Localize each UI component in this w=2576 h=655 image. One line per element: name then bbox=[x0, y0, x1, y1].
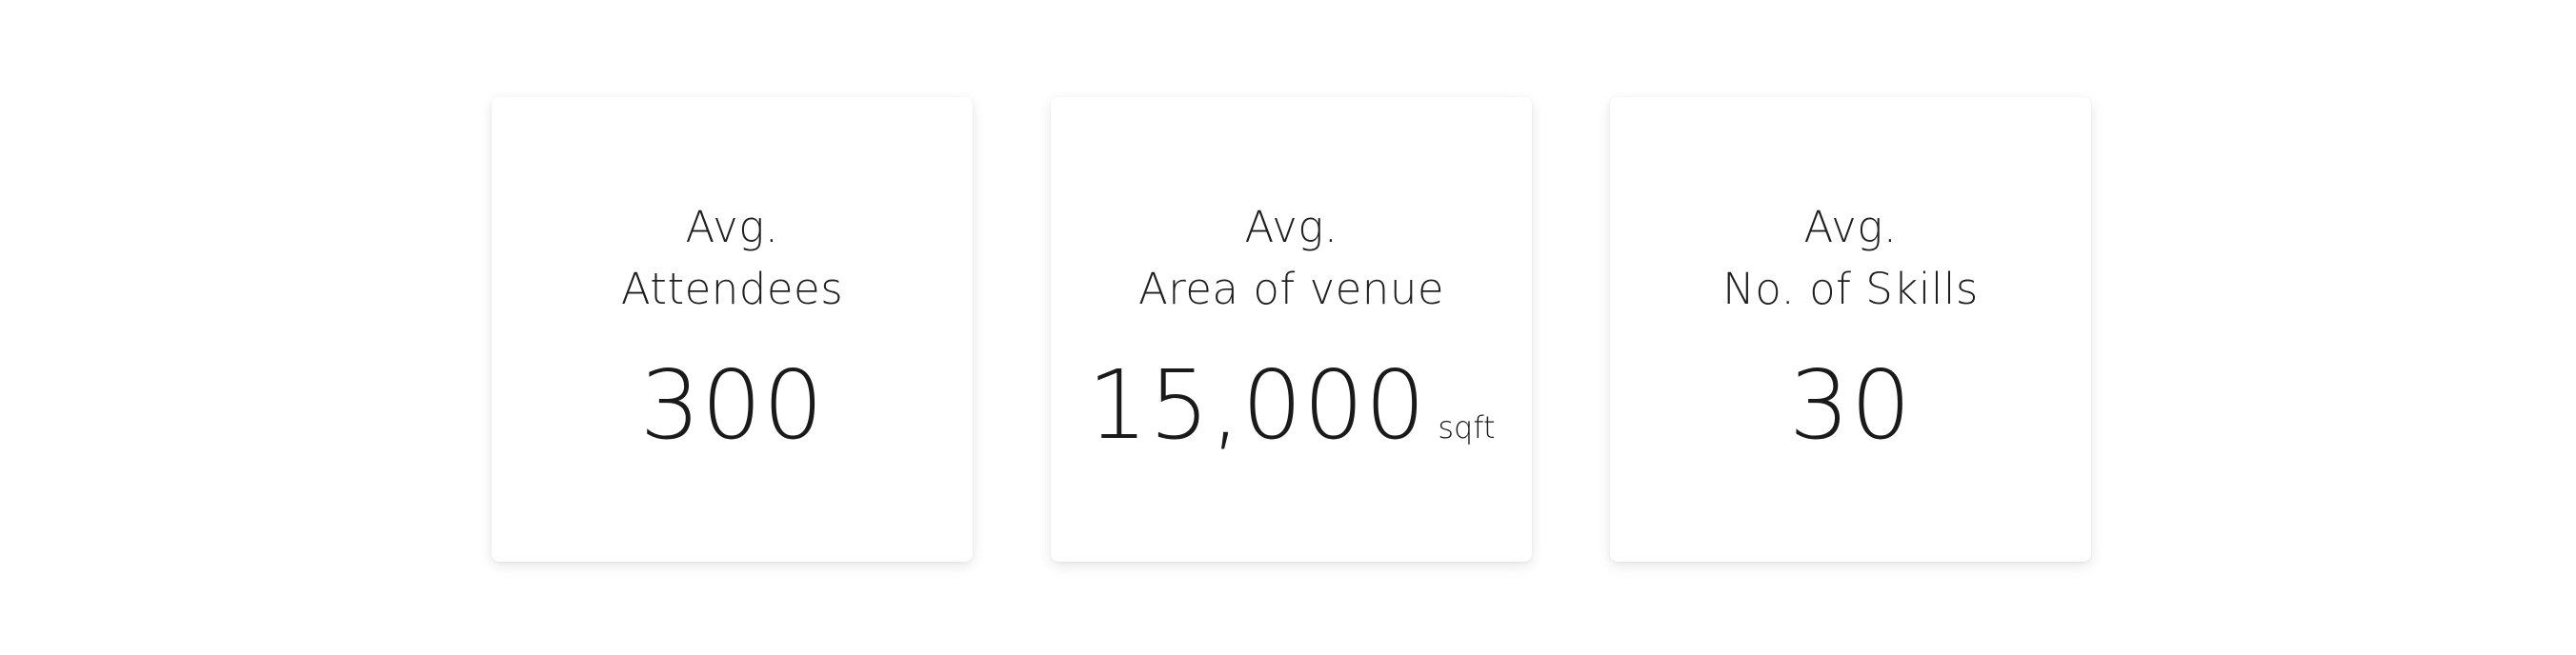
stat-label-line2: Attendees bbox=[620, 264, 844, 314]
stat-value-wrap: 300 bbox=[492, 358, 973, 453]
stat-card-attendees: Avg. Attendees 300 bbox=[492, 97, 973, 562]
stat-label-line1: Avg. bbox=[1244, 202, 1338, 252]
stats-row: Avg. Attendees 300 Avg. Area of venue 15… bbox=[492, 97, 2091, 562]
stat-label-line1: Avg. bbox=[1803, 202, 1898, 252]
stat-value-wrap: 15,000 sqft bbox=[1051, 358, 1532, 453]
stat-label-line2: Area of venue bbox=[1137, 264, 1445, 314]
stat-label-line2: No. of Skills bbox=[1722, 264, 1979, 314]
stat-card-venue-area: Avg. Area of venue 15,000 sqft bbox=[1051, 97, 1532, 562]
stat-unit: sqft bbox=[1438, 409, 1496, 446]
stat-value: 300 bbox=[639, 349, 825, 461]
stat-label: Avg. Area of venue bbox=[1051, 196, 1532, 320]
stat-value: 15,000 bbox=[1087, 349, 1427, 461]
stat-label-line1: Avg. bbox=[685, 202, 779, 252]
stat-label: Avg. No. of Skills bbox=[1610, 196, 2091, 320]
stat-value: 30 bbox=[1788, 349, 1913, 461]
stat-card-skills: Avg. No. of Skills 30 bbox=[1610, 97, 2091, 562]
stat-label: Avg. Attendees bbox=[492, 196, 973, 320]
stat-value-wrap: 30 bbox=[1610, 358, 2091, 453]
